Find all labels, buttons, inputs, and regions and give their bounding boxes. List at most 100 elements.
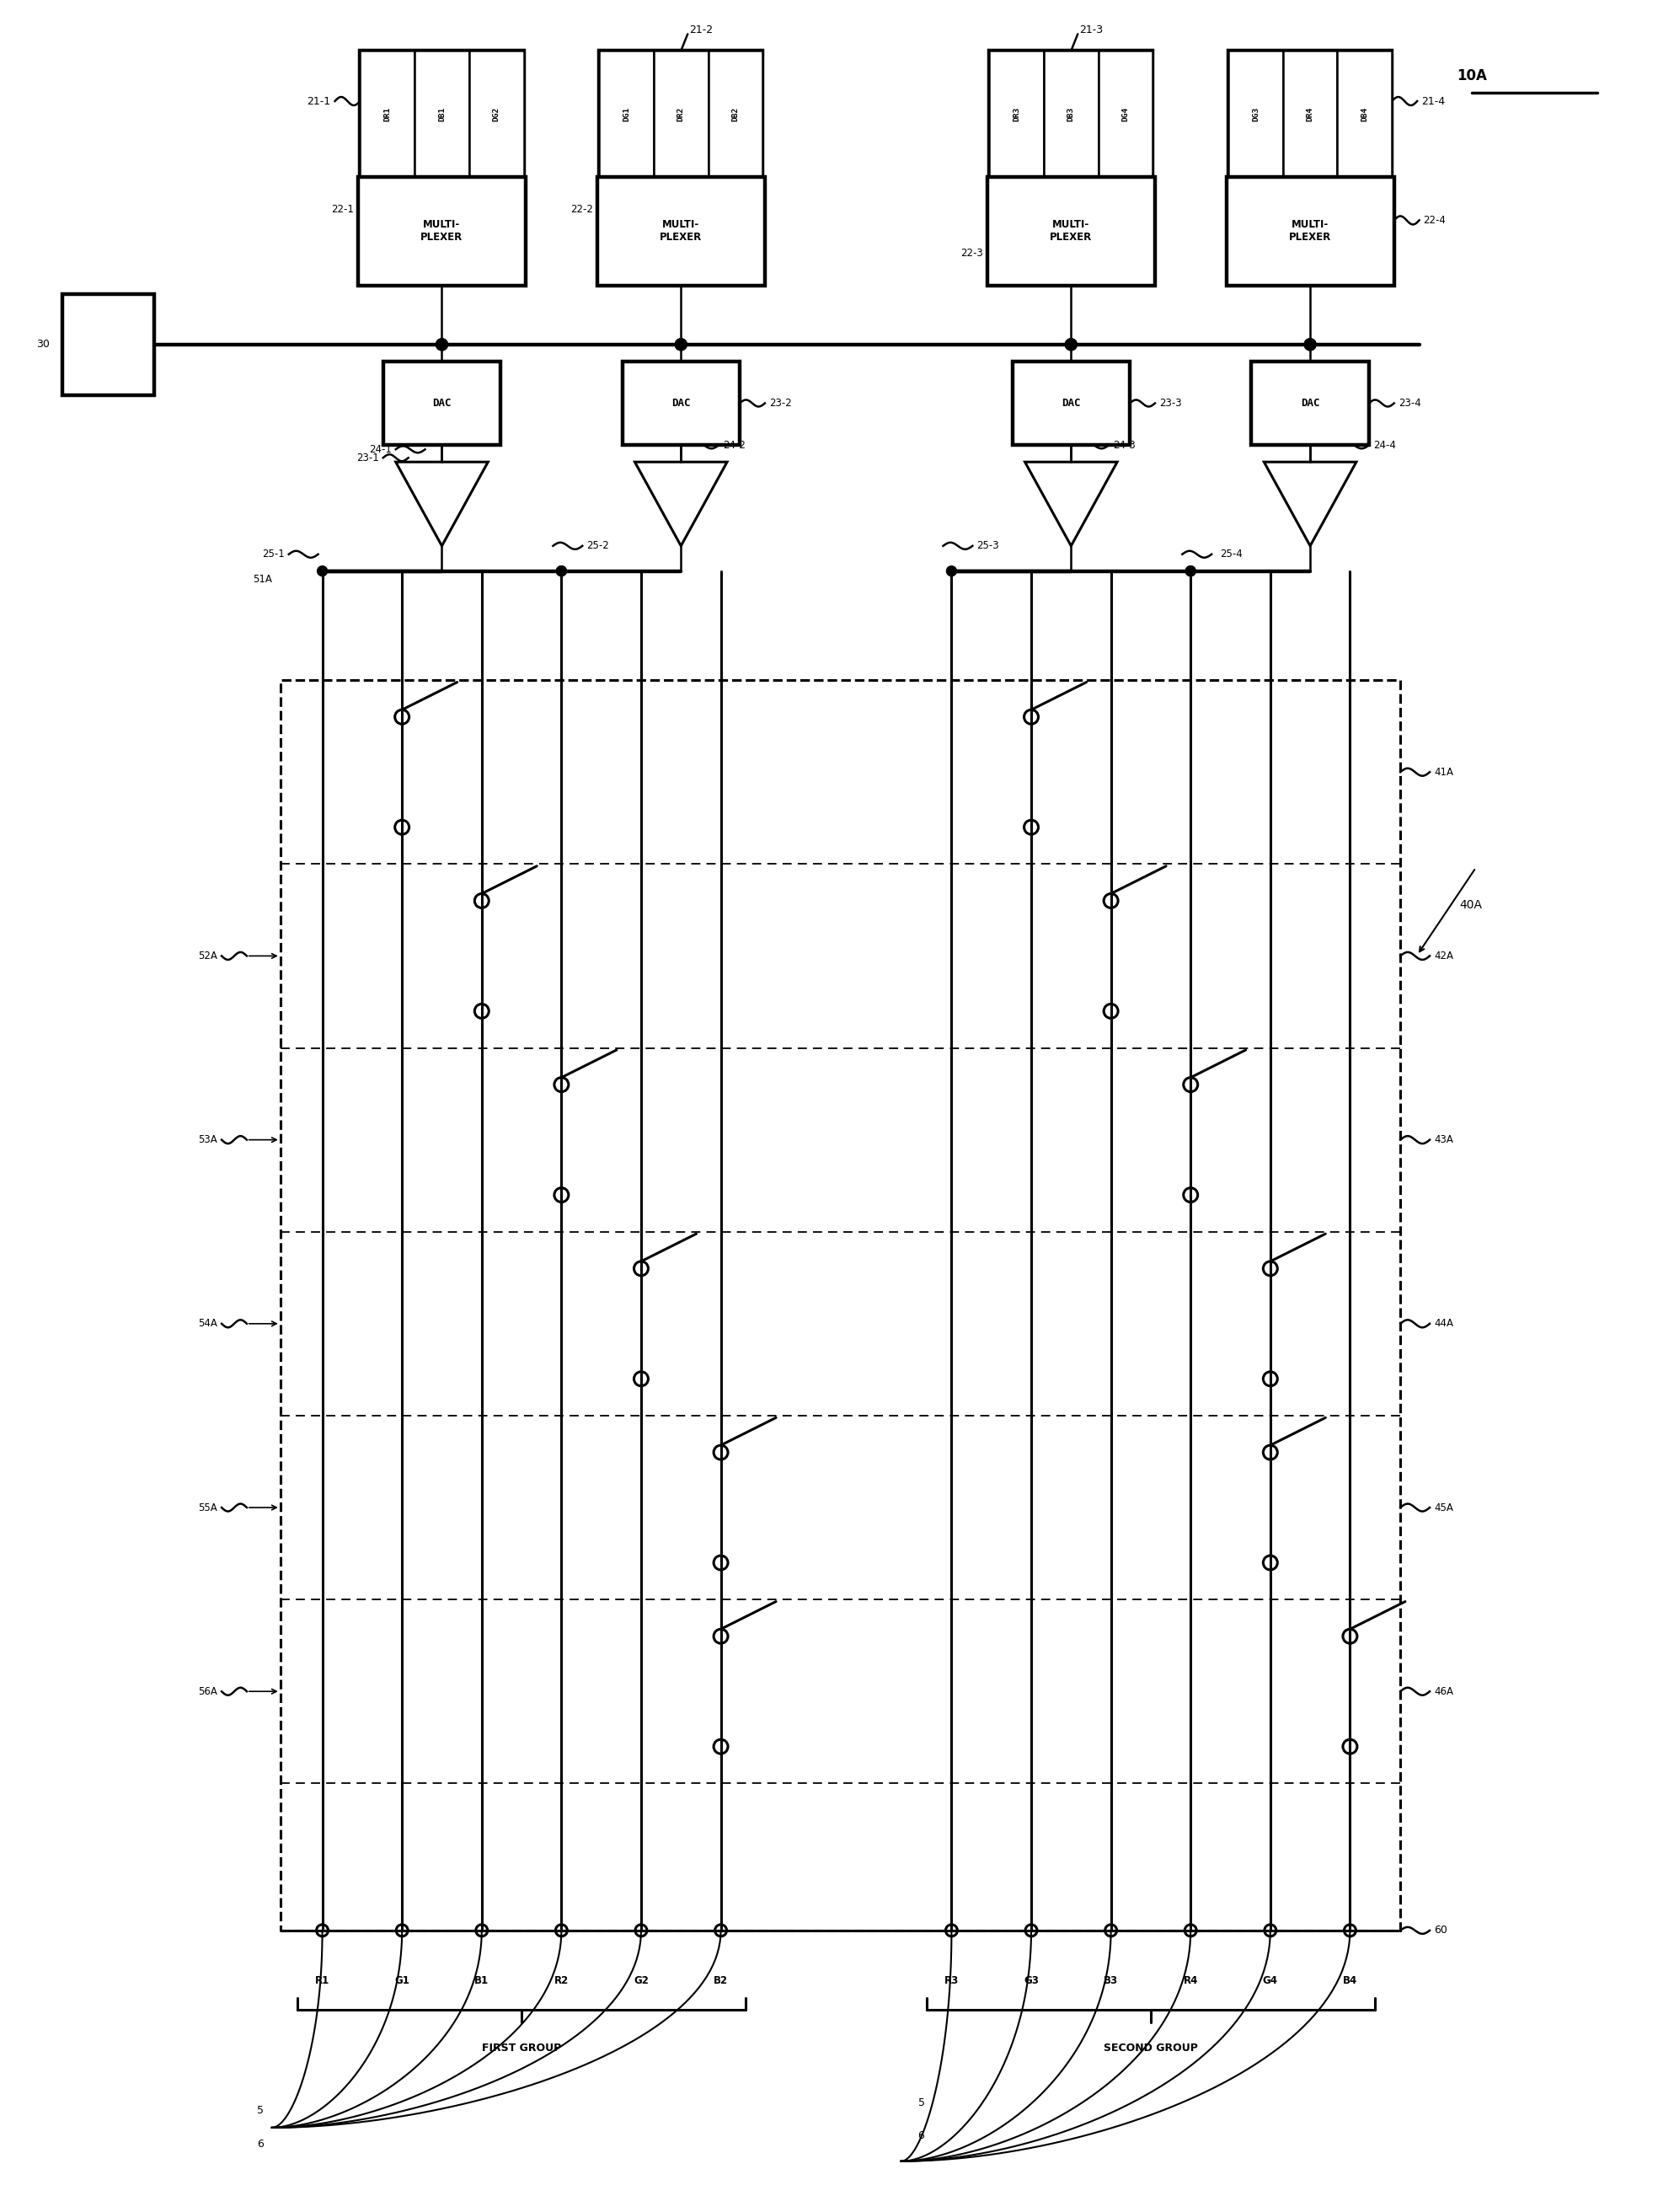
- Text: DB3: DB3: [1068, 106, 1075, 122]
- Text: G3: G3: [1024, 1975, 1040, 1986]
- Text: 60: 60: [1435, 1924, 1448, 1936]
- Text: 24-1: 24-1: [368, 445, 392, 456]
- Text: 24-2: 24-2: [723, 440, 745, 451]
- Text: 5: 5: [256, 2106, 263, 2117]
- Text: R4: R4: [1184, 1975, 1199, 1986]
- Circle shape: [318, 566, 328, 575]
- Bar: [360, 51, 524, 177]
- Text: 24-3: 24-3: [1113, 440, 1135, 451]
- Text: G1: G1: [395, 1975, 410, 1986]
- Bar: [1227, 177, 1394, 285]
- Text: 41A: 41A: [1435, 768, 1453, 779]
- Circle shape: [556, 566, 566, 575]
- Bar: [415, 51, 469, 177]
- Text: 21-1: 21-1: [306, 95, 331, 106]
- Text: 40A: 40A: [1460, 900, 1481, 911]
- Bar: [1098, 51, 1153, 177]
- Text: DB4: DB4: [1361, 106, 1368, 122]
- Text: DR4: DR4: [1306, 106, 1314, 122]
- Text: B4: B4: [1343, 1975, 1358, 1986]
- Circle shape: [1185, 566, 1195, 575]
- Text: 23-3: 23-3: [1158, 398, 1182, 409]
- Bar: [708, 51, 763, 177]
- Text: DR2: DR2: [678, 106, 685, 122]
- Bar: [1252, 361, 1369, 445]
- Text: 42A: 42A: [1435, 951, 1453, 962]
- Bar: [1229, 51, 1393, 177]
- Text: R3: R3: [944, 1975, 959, 1986]
- Bar: [358, 177, 526, 285]
- Circle shape: [1185, 566, 1195, 575]
- Circle shape: [946, 566, 956, 575]
- Text: MULTI-
PLEXER: MULTI- PLEXER: [420, 219, 464, 243]
- Circle shape: [675, 338, 686, 349]
- Text: 24-4: 24-4: [1373, 440, 1396, 451]
- Bar: [598, 177, 765, 285]
- Text: DAC: DAC: [432, 398, 452, 409]
- Circle shape: [1304, 338, 1316, 349]
- Circle shape: [675, 338, 686, 349]
- Text: 22-2: 22-2: [571, 204, 593, 215]
- Text: DG3: DG3: [1252, 106, 1259, 122]
- Bar: [653, 51, 708, 177]
- Text: 25-1: 25-1: [263, 549, 285, 560]
- Bar: [623, 361, 740, 445]
- Text: DAC: DAC: [671, 398, 690, 409]
- Text: 25-3: 25-3: [976, 540, 999, 551]
- Text: B1: B1: [474, 1975, 489, 1986]
- Text: G2: G2: [633, 1975, 648, 1986]
- Text: 6: 6: [917, 2130, 924, 2141]
- Text: MULTI-
PLEXER: MULTI- PLEXER: [1289, 219, 1331, 243]
- Text: 30: 30: [37, 338, 50, 349]
- Text: 53A: 53A: [198, 1135, 218, 1146]
- Text: 23-2: 23-2: [768, 398, 792, 409]
- Circle shape: [1304, 338, 1316, 349]
- Text: DG4: DG4: [1122, 106, 1130, 122]
- Text: DG1: DG1: [623, 106, 629, 122]
- Text: 10A: 10A: [1456, 69, 1487, 84]
- Text: 21-3: 21-3: [1080, 24, 1103, 35]
- Text: R2: R2: [554, 1975, 569, 1986]
- Text: DAC: DAC: [1301, 398, 1319, 409]
- Text: 22-3: 22-3: [961, 248, 983, 259]
- Text: B3: B3: [1103, 1975, 1118, 1986]
- Bar: [469, 51, 524, 177]
- Bar: [1229, 51, 1282, 177]
- Circle shape: [1065, 338, 1076, 349]
- Text: 46A: 46A: [1435, 1686, 1453, 1697]
- Circle shape: [435, 338, 447, 349]
- Text: 54A: 54A: [198, 1318, 218, 1329]
- Text: FIRST GROUP: FIRST GROUP: [482, 2042, 561, 2053]
- Bar: [1045, 51, 1098, 177]
- Text: 25-4: 25-4: [1220, 549, 1242, 560]
- Text: DR3: DR3: [1013, 106, 1021, 122]
- Text: DG2: DG2: [492, 106, 501, 122]
- Bar: [1338, 51, 1393, 177]
- Text: 23-4: 23-4: [1398, 398, 1421, 409]
- Text: SECOND GROUP: SECOND GROUP: [1103, 2042, 1199, 2053]
- Text: 55A: 55A: [198, 1502, 218, 1513]
- Text: 45A: 45A: [1435, 1502, 1453, 1513]
- Text: 5: 5: [917, 2097, 924, 2108]
- Text: MULTI-
PLEXER: MULTI- PLEXER: [1050, 219, 1091, 243]
- Bar: [383, 361, 501, 445]
- Text: 6: 6: [256, 2139, 263, 2150]
- Text: 25-2: 25-2: [586, 540, 609, 551]
- Text: DAC: DAC: [1061, 398, 1080, 409]
- Bar: [988, 177, 1155, 285]
- Bar: [599, 51, 763, 177]
- Text: 52A: 52A: [198, 951, 218, 962]
- Text: 43A: 43A: [1435, 1135, 1453, 1146]
- Bar: [360, 51, 415, 177]
- Text: G4: G4: [1262, 1975, 1277, 1986]
- Bar: [989, 51, 1045, 177]
- Bar: [1282, 51, 1338, 177]
- Text: MULTI-
PLEXER: MULTI- PLEXER: [660, 219, 701, 243]
- Text: DR1: DR1: [383, 106, 392, 122]
- Text: 21-2: 21-2: [690, 24, 713, 35]
- Text: DB1: DB1: [439, 106, 445, 122]
- Text: 44A: 44A: [1435, 1318, 1453, 1329]
- Text: 21-4: 21-4: [1421, 95, 1445, 106]
- Text: 51A: 51A: [253, 573, 271, 584]
- Text: 22-4: 22-4: [1423, 215, 1446, 226]
